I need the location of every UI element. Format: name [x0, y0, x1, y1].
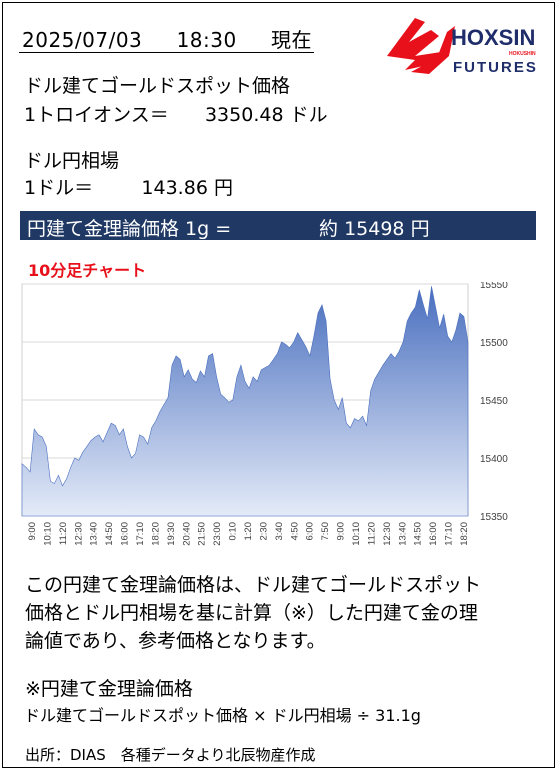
chart-title: 10分足チャート: [28, 261, 147, 280]
gold-usd-currency: ドル: [289, 104, 328, 126]
fx-label: ドル円相場: [24, 150, 120, 172]
x-tick-label: 14:50: [413, 522, 424, 546]
x-tick-label: 12:30: [382, 522, 393, 546]
x-tick-label: 4:50: [289, 522, 300, 541]
fx-unit: 1ドル＝: [24, 177, 94, 199]
x-tick-label: 13:40: [89, 522, 100, 546]
x-tick-label: 21:50: [197, 522, 208, 546]
x-tick-label: 11:20: [58, 522, 69, 545]
x-tick-label: 18:20: [459, 522, 470, 546]
logo-tag: HOKUSHIN: [509, 51, 536, 57]
time-text: 18:30: [176, 28, 237, 52]
x-tick-label: 3:40: [274, 522, 285, 541]
x-tick-label: 6:00: [305, 522, 316, 541]
x-tick-label: 10:10: [42, 522, 53, 546]
x-tick-label: 2:30: [258, 522, 269, 541]
x-tick-label: 11:20: [366, 522, 377, 545]
note-formula: ドル建てゴールドスポット価格 × ドル円相場 ÷ 31.1g: [24, 706, 421, 725]
description-line-3: 論値であり、参考価格となります。: [25, 630, 326, 652]
y-tick-label: 15500: [480, 338, 508, 349]
note-title: ※円建て金理論価格: [25, 678, 193, 700]
x-tick-label: 17:10: [135, 522, 146, 546]
fx-value: 143.86: [141, 177, 208, 199]
logo-mark-icon: [387, 18, 455, 74]
description-line-2: 価格とドル円相場を基に計算（※）した円建て金の理: [25, 602, 478, 624]
x-tick-label: 12:30: [73, 522, 84, 546]
gold-usd-unit: 1トロイオンス＝: [24, 104, 169, 126]
y-tick-label: 15400: [480, 454, 508, 465]
as-of-text: 現在: [271, 28, 313, 52]
x-tick-label: 20:40: [181, 522, 192, 546]
banner-label: 円建て金理論価格 1g =: [27, 218, 232, 240]
gold-usd-value: 3350.48: [204, 104, 284, 126]
description-line-1: この円建て金理論価格は、ドル建てゴールドスポット: [25, 574, 482, 596]
x-tick-label: 23:00: [212, 522, 223, 546]
logo-name: HOXSIN: [451, 25, 535, 50]
y-tick-label: 15550: [480, 282, 508, 291]
date-text: 2025/07/03: [22, 28, 143, 52]
source-note: 出所：DIAS 各種データより北辰物産作成: [25, 746, 316, 764]
x-tick-label: 19:30: [166, 522, 177, 546]
x-tick-label: 7:50: [320, 522, 331, 541]
x-tick-label: 17:10: [444, 522, 455, 546]
x-tick-label: 16:00: [428, 522, 439, 546]
price-area-series: [21, 286, 469, 517]
banner-prefix: 約: [319, 218, 339, 240]
x-tick-label: 9:00: [27, 522, 38, 541]
banner-price: 約 15498 円: [319, 214, 430, 241]
banner-currency: 円: [410, 218, 430, 240]
gold-usd-label: ドル建てゴールドスポット価格: [24, 75, 291, 97]
price-chart: 15350 15400 15450 15500 15550 9:00 10:10 11:20…: [21, 282, 508, 546]
x-tick-label: 1:20: [243, 522, 254, 541]
x-tick-label: 18:20: [150, 522, 161, 546]
fx-currency: 円: [213, 177, 233, 199]
hoxsin-futures-logo: HOXSIN HOKUSHIN FUTURES: [387, 18, 538, 76]
x-tick-label: 9:00: [336, 522, 347, 541]
x-tick-label: 16:00: [120, 522, 131, 546]
x-tick-label: 13:40: [397, 522, 408, 546]
x-tick-label: 14:50: [104, 522, 115, 546]
gold-usd-line: 1トロイオンス＝ 3350.48 ドル: [24, 100, 328, 127]
fx-line: 1ドル＝ 143.86 円: [24, 173, 233, 200]
y-tick-label: 15450: [480, 396, 508, 407]
x-tick-label: 10:10: [351, 522, 362, 546]
jpy-gold-price-banner: 円建て金理論価格 1g = 約 15498 円: [20, 211, 536, 240]
date-header: 2025/07/03 18:30 現在: [22, 24, 312, 53]
y-tick-label: 15350: [480, 512, 508, 523]
banner-value: 15498: [344, 218, 405, 240]
x-tick-label: 0:10: [228, 522, 239, 541]
logo-sub: FUTURES: [453, 59, 538, 76]
date-underline: [19, 52, 314, 53]
